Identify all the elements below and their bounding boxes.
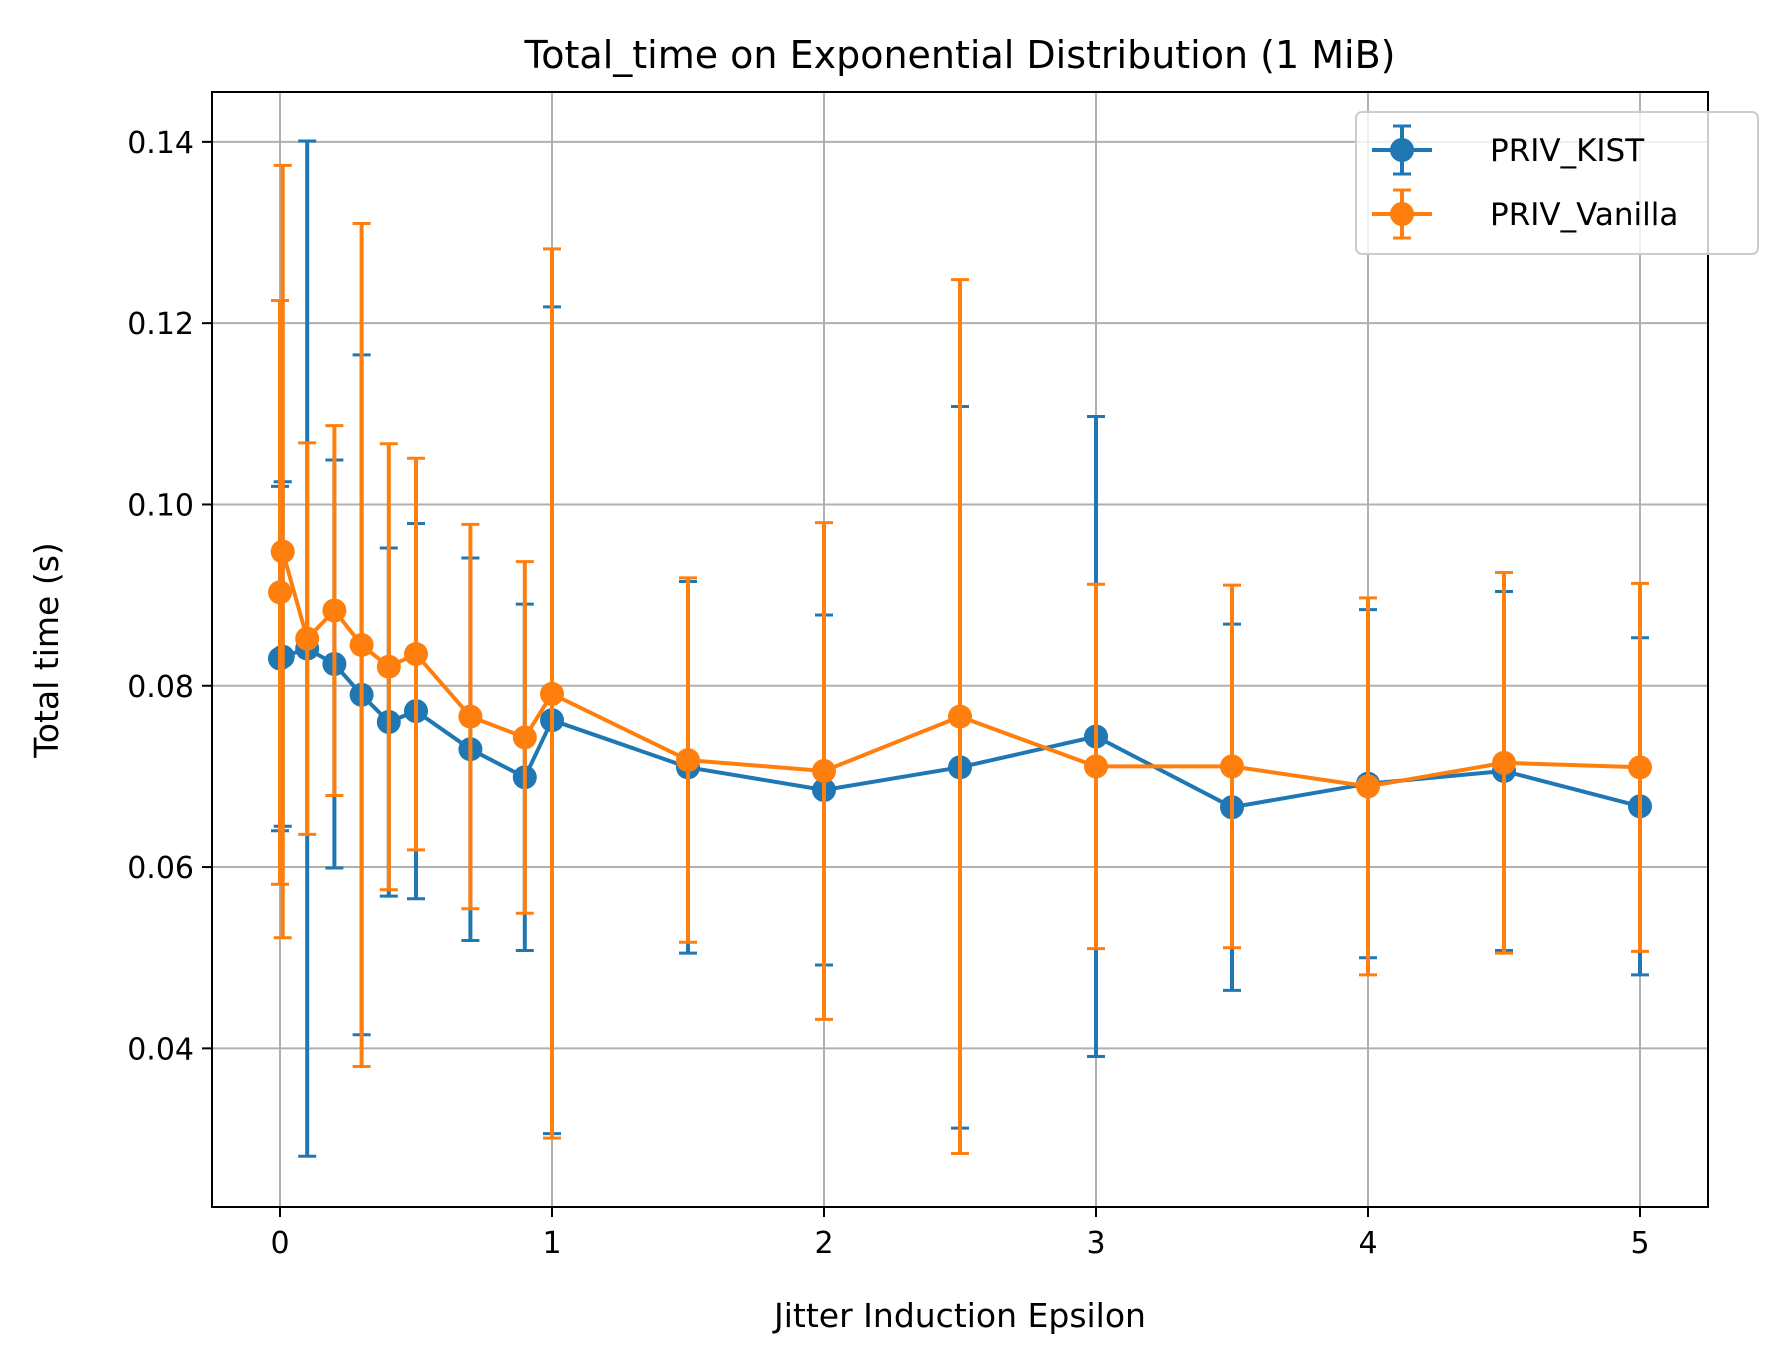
axis-ticks: 0 1 2 3 4 5 0.04 0.06 0.08 0.10 0.12 0.14 xyxy=(127,126,1649,1261)
data-point xyxy=(295,626,320,651)
data-point xyxy=(948,704,972,729)
data-point xyxy=(322,598,347,623)
data-point xyxy=(349,632,374,657)
legend-entry: PRIV_KIST xyxy=(1372,124,1645,176)
chart-title: Total_time on Exponential Distribution (… xyxy=(524,33,1396,77)
legend-marker xyxy=(1390,202,1414,226)
x-tick-label: 0 xyxy=(270,1226,289,1261)
data-point xyxy=(1356,774,1380,799)
legend-box xyxy=(1355,111,1759,255)
data-point xyxy=(512,725,537,750)
x-tick-label: 3 xyxy=(1086,1226,1105,1261)
y-axis-label: Total time (s) xyxy=(27,542,66,759)
legend-marker xyxy=(1390,138,1414,162)
y-tick-label: 0.08 xyxy=(127,670,194,705)
data-point xyxy=(458,704,483,729)
data-point xyxy=(404,642,428,667)
legend-entry: PRIV_Vanilla xyxy=(1372,188,1678,240)
data-point xyxy=(1220,754,1244,779)
legend-label: PRIV_Vanilla xyxy=(1490,197,1678,233)
data-point xyxy=(1492,750,1516,775)
data-point xyxy=(270,539,295,564)
y-tick-label: 0.14 xyxy=(127,126,194,161)
plot-series xyxy=(268,139,1652,1158)
data-point xyxy=(1084,754,1108,779)
x-tick-label: 1 xyxy=(542,1226,561,1261)
data-point xyxy=(1628,755,1652,780)
data-point xyxy=(540,681,564,706)
x-tick-label: 4 xyxy=(1358,1226,1377,1261)
y-tick-label: 0.06 xyxy=(127,851,194,886)
data-point xyxy=(812,758,836,783)
y-tick-label: 0.12 xyxy=(127,307,194,342)
series-priv-vanilla xyxy=(268,163,1652,1156)
data-point xyxy=(676,748,700,773)
x-axis-label: Jitter Induction Epsilon xyxy=(772,1296,1146,1335)
axes-frame xyxy=(211,91,1709,1208)
x-tick-label: 5 xyxy=(1630,1226,1649,1261)
data-point xyxy=(376,654,401,679)
legend-label: PRIV_KIST xyxy=(1490,133,1645,169)
x-tick-label: 2 xyxy=(814,1226,833,1261)
y-tick-label: 0.04 xyxy=(127,1032,194,1067)
y-tick-label: 0.10 xyxy=(127,488,194,523)
legend: PRIV_KIST PRIV_Vanilla xyxy=(1355,111,1759,255)
data-point xyxy=(268,580,292,605)
